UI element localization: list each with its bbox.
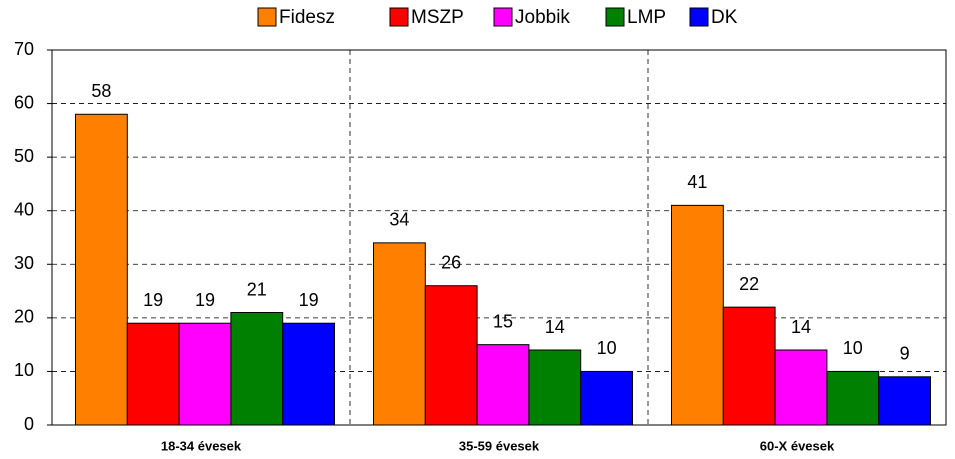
y-tick-label: 40: [14, 199, 34, 219]
bar: [230, 312, 284, 426]
legend-label: MSZP: [411, 7, 464, 28]
y-tick-label: 60: [14, 92, 34, 112]
y-tick-label: 0: [24, 414, 34, 434]
x-tick-label: 60-X évesek: [760, 438, 835, 453]
y-tick-label: 30: [14, 253, 34, 273]
data-label: 58: [91, 81, 111, 101]
y-tick-label: 50: [14, 146, 34, 166]
bar: [75, 113, 128, 426]
bar: [424, 285, 478, 426]
bar: [878, 376, 932, 426]
bar: [671, 204, 724, 426]
legend-swatch: [257, 7, 277, 27]
bar: [826, 370, 880, 426]
data-label: 19: [143, 290, 163, 310]
legend-swatch: [605, 7, 625, 27]
legend-label: DK: [711, 7, 738, 28]
legend-swatch: [389, 7, 409, 27]
bar: [580, 370, 634, 426]
data-label: 34: [389, 210, 409, 230]
legend-label: Fidesz: [279, 7, 335, 28]
legend-swatch: [689, 7, 709, 27]
bar: [722, 306, 776, 426]
x-tick-label: 18-34 évesek: [161, 438, 242, 453]
bar: [178, 322, 232, 426]
data-label: 14: [791, 317, 811, 337]
bar: [528, 349, 582, 426]
data-label: 14: [545, 317, 565, 337]
y-tick-label: 20: [14, 307, 34, 327]
bar: [774, 349, 828, 426]
data-label: 19: [195, 290, 215, 310]
data-label: 15: [493, 311, 513, 331]
legend-swatch: [493, 7, 513, 27]
bar: [476, 344, 530, 426]
data-label: 26: [441, 252, 461, 272]
x-tick-label: 35-59 évesek: [459, 438, 540, 453]
data-label: 19: [299, 290, 319, 310]
data-label: 22: [739, 274, 759, 294]
legend-label: Jobbik: [515, 7, 570, 28]
y-tick-label: 10: [14, 360, 34, 380]
bar: [282, 322, 336, 426]
plot-border: [51, 49, 947, 426]
data-label: 10: [597, 338, 617, 358]
bar: [373, 242, 426, 426]
data-label: 10: [843, 338, 863, 358]
data-label: 41: [687, 172, 707, 192]
bar: [126, 322, 180, 426]
y-tick-label: 70: [14, 39, 34, 59]
data-label: 9: [900, 344, 910, 364]
data-label: 21: [247, 279, 267, 299]
legend-label: LMP: [627, 7, 666, 28]
